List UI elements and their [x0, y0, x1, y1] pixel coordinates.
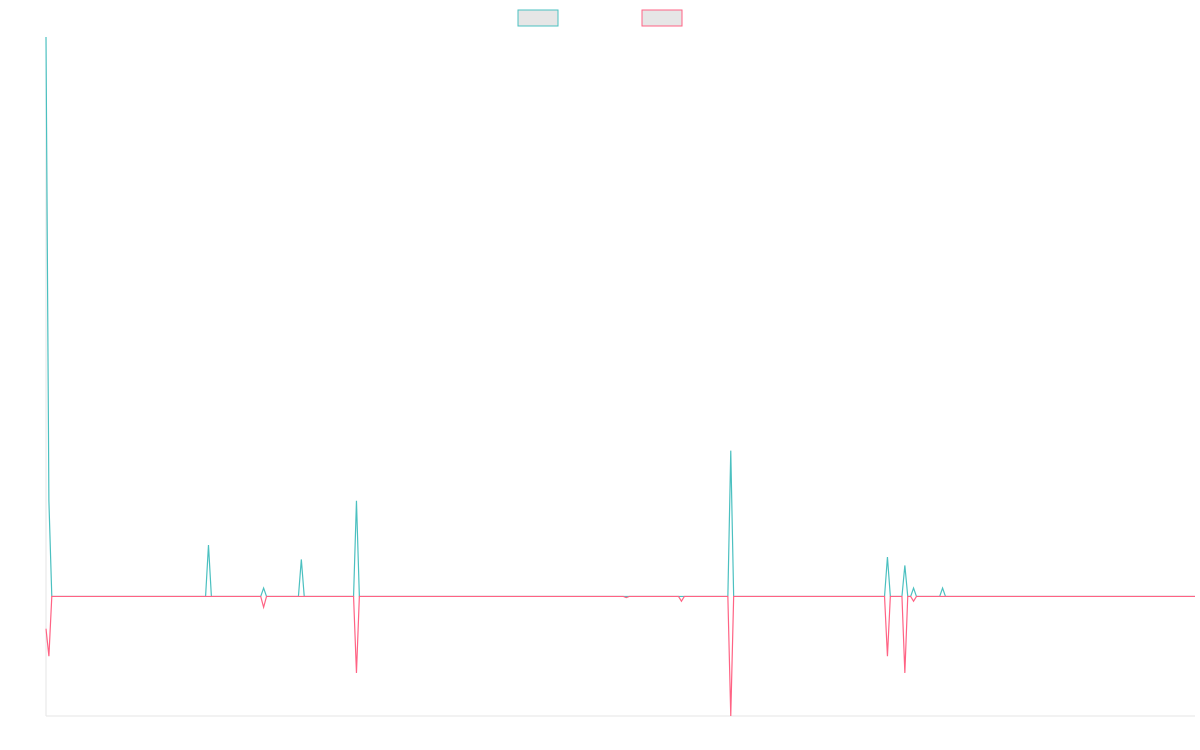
series-line-2 [45, 595, 1195, 717]
chart-series [45, 36, 1195, 717]
legend-swatch-2 [641, 9, 683, 27]
legend-swatch-1 [517, 9, 559, 27]
legend-item-1[interactable] [517, 9, 559, 27]
series-line-1 [45, 36, 1195, 598]
chart-legend[interactable] [517, 9, 683, 27]
chart-axes [45, 37, 1195, 717]
legend-item-2[interactable] [641, 9, 683, 27]
